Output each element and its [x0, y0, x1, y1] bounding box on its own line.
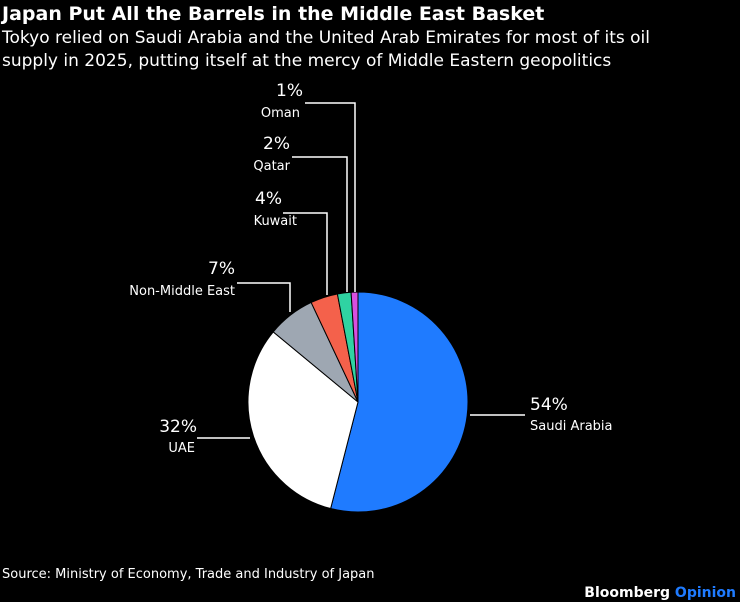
- category-label: Qatar: [253, 159, 290, 174]
- value-label: 7%: [208, 259, 235, 279]
- brand-suffix: Opinion: [675, 585, 736, 601]
- value-label: 1%: [276, 81, 303, 101]
- leader-line: [305, 102, 356, 292]
- pie-slice: [247, 331, 359, 510]
- chart-subtitle: supply in 2025, putting itself at the me…: [2, 51, 611, 71]
- brand: Bloomberg Opinion: [584, 585, 736, 601]
- chart-title: Japan Put All the Barrels in the Middle …: [0, 3, 544, 25]
- category-label: UAE: [168, 441, 195, 456]
- category-label: Kuwait: [254, 214, 297, 229]
- category-label: Non-Middle East: [129, 284, 235, 299]
- leader-line: [237, 282, 291, 312]
- value-label: 4%: [255, 189, 282, 209]
- category-label: Oman: [261, 106, 300, 121]
- value-label: 2%: [263, 134, 290, 154]
- source: Source: Ministry of Economy, Trade and I…: [2, 567, 375, 582]
- pie-slice: [350, 291, 359, 403]
- category-label: Saudi Arabia: [530, 419, 613, 434]
- leader-line: [292, 156, 348, 292]
- leader-line: [283, 212, 328, 295]
- value-label: 54%: [530, 395, 568, 415]
- chart-subtitle: Tokyo relied on Saudi Arabia and the Uni…: [1, 28, 650, 48]
- pie-slice: [330, 291, 469, 513]
- brand-name: Bloomberg: [584, 585, 670, 601]
- value-label: 32%: [159, 417, 197, 437]
